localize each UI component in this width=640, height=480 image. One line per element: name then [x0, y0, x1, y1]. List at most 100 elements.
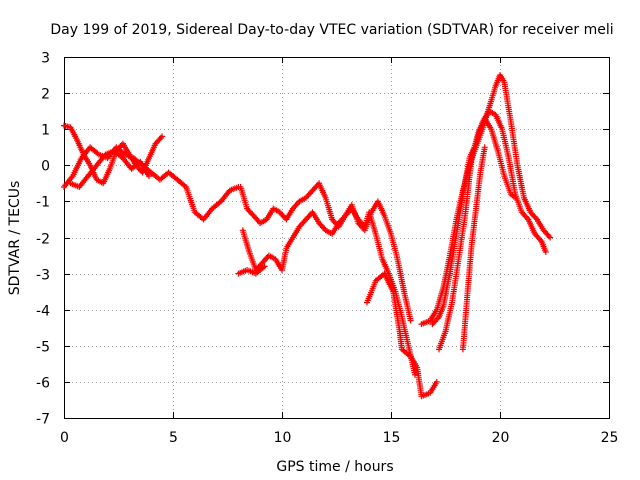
data-point [303, 189, 315, 201]
data-point [93, 176, 105, 186]
data-point [74, 137, 86, 156]
data-point [239, 227, 252, 253]
data-point [468, 207, 479, 248]
data-point [414, 364, 425, 398]
data-point [494, 147, 507, 177]
x-tick-label: 20 [492, 430, 510, 446]
data-point [521, 194, 533, 214]
data-point [244, 205, 256, 218]
data-point [252, 264, 267, 277]
data-point [137, 158, 151, 178]
x-tick-label: 0 [60, 430, 69, 446]
data-point [152, 134, 164, 147]
data-point [538, 238, 549, 254]
y-tick-labels: -7 -6 -5 -4 -3 -2 -1 0 1 2 3 [36, 51, 50, 428]
data-point [165, 169, 179, 182]
x-tick-label: 15 [383, 430, 401, 446]
data-point [473, 171, 484, 212]
data-point [263, 207, 276, 223]
data-point [381, 270, 396, 293]
data-point [183, 184, 198, 214]
data-point [507, 119, 521, 167]
data-point [525, 216, 538, 236]
data-point [401, 288, 414, 322]
data-point [390, 288, 403, 333]
axis-ticks [64, 57, 610, 419]
data-point [442, 301, 455, 335]
data-point [398, 346, 413, 359]
data-point [418, 318, 432, 328]
data-marks [61, 72, 554, 400]
data-point [316, 220, 328, 232]
y-tick-label: -2 [36, 232, 50, 248]
series-track-j [436, 115, 519, 353]
data-point [122, 151, 135, 161]
data-point [418, 390, 432, 400]
data-point [283, 207, 295, 223]
data-point [218, 189, 232, 205]
data-point [329, 221, 341, 237]
data-point [412, 371, 418, 378]
data-point [261, 263, 268, 270]
data-point [316, 180, 328, 199]
data-point [296, 217, 308, 230]
data-point [497, 72, 507, 84]
data-point [527, 209, 539, 221]
data-point [507, 191, 517, 200]
data-point [209, 199, 223, 212]
data-point [119, 140, 132, 156]
data-point [449, 258, 462, 306]
series-track-f [235, 263, 268, 277]
data-point [427, 380, 439, 396]
data-point [111, 147, 125, 160]
data-point [388, 230, 400, 261]
data-point [102, 148, 116, 158]
data-point [398, 313, 411, 347]
data-point [433, 287, 446, 313]
data-point [468, 131, 481, 162]
data-point [477, 146, 488, 176]
data-point [322, 227, 334, 236]
data-point [488, 126, 501, 152]
data-point [226, 184, 240, 194]
y-tick-label: 0 [41, 159, 50, 175]
data-point [459, 294, 471, 353]
data-point [309, 209, 321, 225]
data-point [244, 267, 258, 276]
data-point [283, 236, 295, 252]
data-point [542, 248, 549, 255]
data-point [433, 378, 440, 385]
data-point [113, 144, 127, 157]
data-point [252, 261, 265, 273]
y-axis-label: SDTVAR / TECUs [7, 181, 23, 296]
data-point [453, 193, 466, 237]
data-point [427, 308, 439, 324]
data-point [146, 142, 158, 162]
data-point [67, 180, 81, 190]
y-tick-label: -4 [36, 304, 50, 320]
data-point [270, 205, 282, 215]
data-point [481, 144, 488, 151]
x-tick-label: 25 [601, 430, 619, 446]
chart-title: Day 199 of 2019, Sidereal Day-to-day VTE… [50, 22, 613, 38]
data-point [531, 230, 544, 243]
data-point [464, 243, 475, 299]
data-point [67, 124, 80, 142]
data-point [289, 199, 302, 212]
data-point [547, 234, 554, 241]
series-track-h [418, 72, 554, 328]
data-point [436, 330, 448, 353]
x-tick-label: 10 [274, 430, 292, 446]
data-point [322, 194, 335, 221]
data-point [407, 353, 420, 369]
data-point [379, 256, 391, 275]
x-axis-label: GPS time / hours [276, 459, 393, 475]
y-tick-label: 2 [41, 87, 50, 103]
data-point [296, 195, 308, 205]
data-point [366, 209, 379, 235]
data-point [159, 133, 166, 140]
data-point [505, 155, 518, 196]
y-tick-label: -3 [36, 268, 50, 284]
y-tick-label: -5 [36, 340, 50, 356]
